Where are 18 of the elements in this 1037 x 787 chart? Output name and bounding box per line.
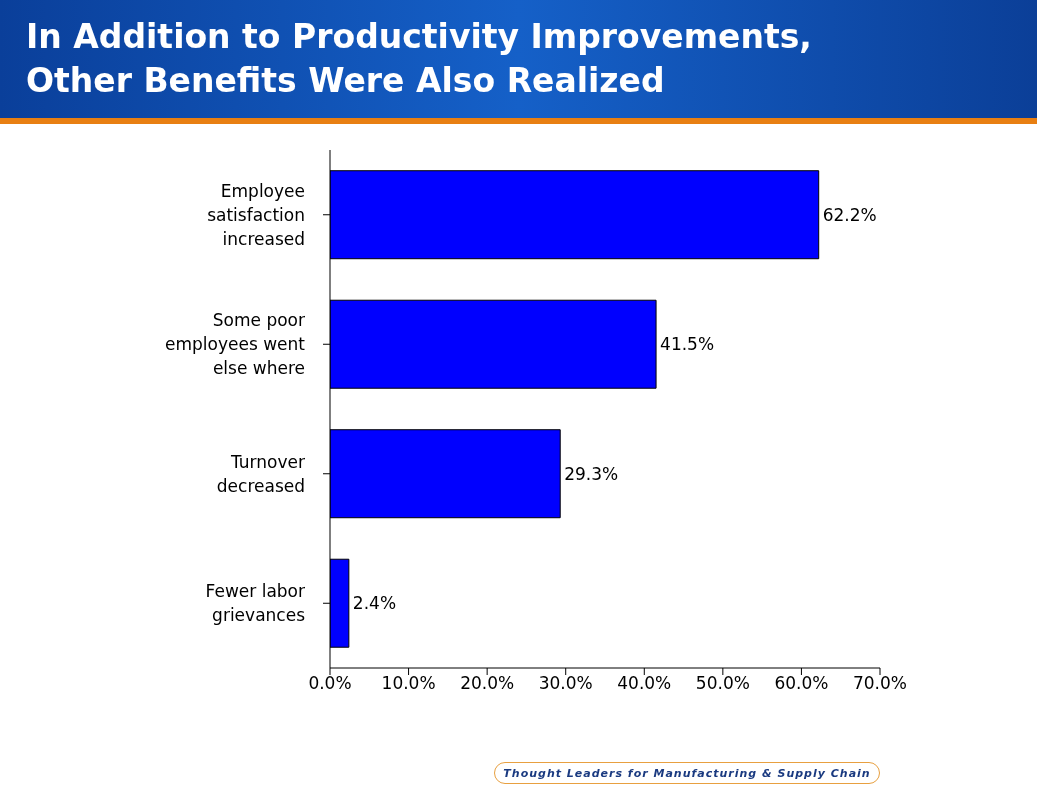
x-tick-label: 40.0%	[617, 673, 672, 694]
data-label: 41.5%	[660, 334, 715, 355]
x-tick-label: 20.0%	[460, 673, 515, 694]
x-tick-label: 70.0%	[852, 673, 908, 694]
y-tick-label: Some poor employees went else where	[165, 310, 306, 379]
x-tick-label: 50.0%	[695, 673, 750, 694]
chart-title: In Addition to Productivity Improvements, Other Benefits Were Also Realized	[26, 16, 813, 102]
x-tick-label: 60.0%	[774, 673, 829, 694]
y-tick-label: Fewer labor grievances	[205, 581, 306, 626]
x-tick-label: 30.0%	[538, 673, 593, 694]
data-label: 2.4%	[352, 593, 397, 614]
text: Thought Leaders for Manufacturing & Supply Chain	[494, 762, 880, 784]
y-tick-label: Employee satisfaction increased	[207, 180, 305, 249]
y-tick-label: Turnover decreased	[216, 451, 306, 496]
data-label: 62.2%	[822, 204, 877, 225]
x-tick-label: 10.0%	[381, 673, 436, 694]
data-label: 29.3%	[564, 463, 619, 484]
x-tick-label: 0.0%	[308, 673, 352, 694]
